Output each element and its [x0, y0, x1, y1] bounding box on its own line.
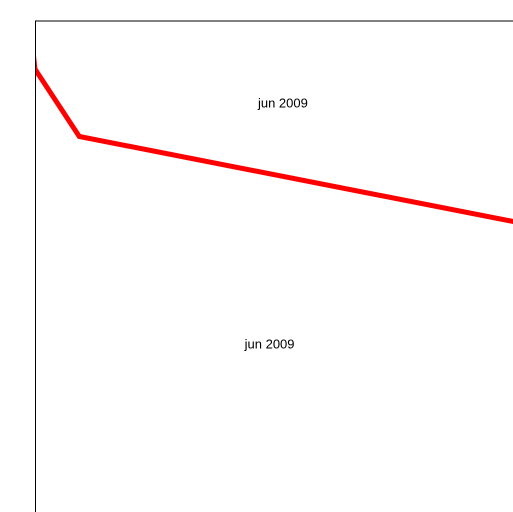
annotation-label-0: jun 2009	[257, 96, 308, 111]
annotation-label-1: jun 2009	[244, 336, 295, 351]
series-line-0	[35, 47, 513, 225]
